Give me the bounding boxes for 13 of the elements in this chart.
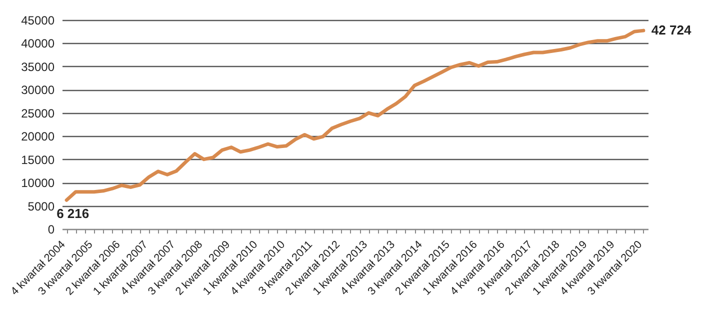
line-series [64,28,646,202]
y-tick-label: 0 [48,222,55,236]
y-tick-label: 10000 [21,176,55,190]
y-tick-label: 20000 [21,130,55,144]
y-tick-label: 40000 [21,36,55,51]
y-tick-label: 45000 [21,14,55,28]
data-label: 42 724 [651,22,692,38]
y-tick-label: 35000 [21,60,55,74]
y-tick-label: 30000 [21,83,55,98]
data-label: 6 216 [56,206,90,222]
y-tick-label: 5000 [28,199,55,214]
y-tick-label: 25000 [21,106,55,120]
y-tick-label: 15000 [21,152,55,167]
